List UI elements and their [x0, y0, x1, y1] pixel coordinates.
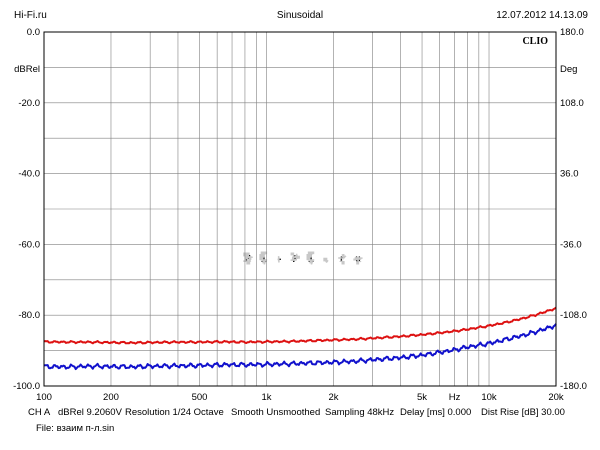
clio-brand-label: CLIO — [522, 36, 548, 47]
footer-sampling: Sampling 48kHz — [325, 407, 395, 418]
footer-resolution: Resolution 1/24 Octave — [125, 407, 224, 418]
header-signal-type: Sinusoidal — [276, 10, 324, 21]
series-line-1 — [43, 306, 557, 345]
x-tick-label: 20k — [548, 392, 564, 403]
x-tick-label: 200 — [103, 392, 119, 403]
y-tick-label: 0.0 — [27, 27, 40, 38]
y2-tick-label: -180.0 — [560, 381, 587, 392]
y-tick-label: -100.0 — [13, 381, 40, 392]
x-tick-label: 5k — [417, 392, 427, 403]
y-tick-label: -60.0 — [18, 239, 40, 250]
plot-frame — [43, 31, 557, 387]
y2-tick-label: 36.0 — [560, 169, 579, 180]
y-axis-label: dBRel — [14, 64, 40, 75]
y-tick-label: -20.0 — [18, 98, 40, 109]
x-tick-label: 2k — [328, 392, 338, 403]
x-tick-label: 1k — [261, 392, 271, 403]
y2-tick-label: 108.0 — [560, 98, 584, 109]
header-site-name: Hi-Fi.ru — [14, 10, 47, 21]
x-tick-label: 10k — [481, 392, 497, 403]
y-tick-label: -80.0 — [18, 310, 40, 321]
y-tick-label: -40.0 — [18, 169, 40, 180]
y2-tick-label: -108.0 — [560, 310, 587, 321]
header-timestamp: 12.07.2012 14.13.09 — [496, 10, 588, 21]
y2-axis-label: Deg — [560, 64, 577, 75]
x-axis-unit-label: Hz — [449, 392, 461, 403]
series-line-2 — [43, 323, 557, 371]
x-tick-label: 500 — [192, 392, 208, 403]
y2-tick-label: -36.0 — [560, 239, 582, 250]
footer-smooth: Smooth Unsmoothed — [231, 407, 321, 418]
footer-delay: Delay [ms] 0.000 — [400, 407, 472, 418]
footer-channel: CH A — [28, 407, 51, 418]
watermark-logo: Hi-Fi.ru — [245, 254, 371, 265]
x-tick-label: 100 — [36, 392, 52, 403]
y2-tick-label: 180.0 — [560, 27, 584, 38]
footer-dbrel: dBRel 9.2060V — [58, 407, 122, 418]
footer-file: File: взаим п-л.sin — [36, 423, 115, 434]
footer-dist-rise: Dist Rise [dB] 30.00 — [481, 407, 565, 418]
